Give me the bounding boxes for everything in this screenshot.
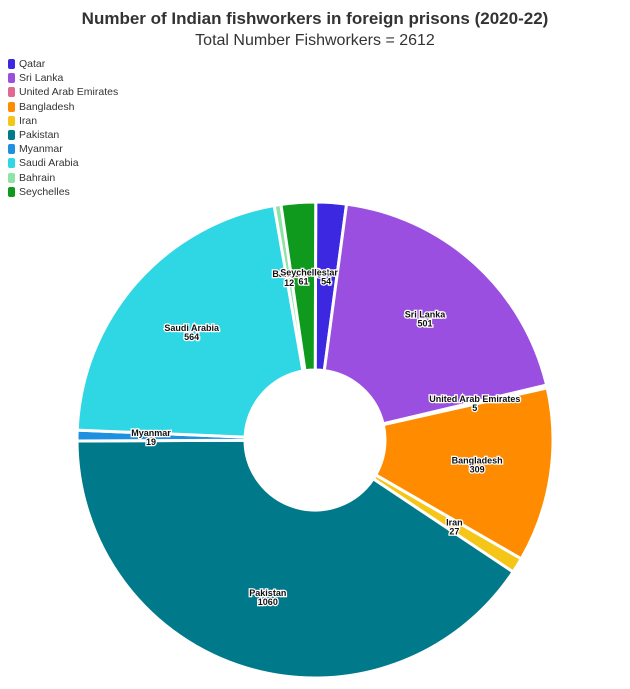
legend-swatch (8, 186, 15, 197)
slice-label: Seychelles (280, 267, 327, 277)
legend-item[interactable]: Myanmar (8, 142, 118, 156)
slice-label: Pakistan (249, 588, 286, 598)
slice-value: 1060 (258, 597, 278, 607)
legend-item[interactable]: Qatar (8, 57, 118, 71)
legend-item[interactable]: Bahrain (8, 171, 118, 185)
legend-swatch (8, 158, 15, 169)
slice-label: Sri Lanka (405, 309, 447, 319)
legend-label: Seychelles (19, 185, 70, 198)
slice-value: 12 (284, 278, 294, 288)
legend-label: Sri Lanka (19, 72, 64, 85)
legend-label: Myanmar (19, 143, 63, 156)
slice-label: Bangladesh (452, 456, 503, 466)
slice-label: Saudi Arabia (164, 323, 220, 333)
donut-slice-pakistan[interactable] (75, 438, 516, 680)
legend-swatch (8, 172, 15, 183)
legend-label: Qatar (19, 58, 46, 71)
legend-swatch (8, 87, 15, 98)
legend-swatch (8, 115, 15, 126)
legend-item[interactable]: Pakistan (8, 128, 118, 142)
legend-label: Pakistan (19, 129, 60, 142)
slice-value: 501 (418, 318, 433, 328)
legend-item[interactable]: Seychelles (8, 185, 118, 199)
legend-item[interactable]: Bangladesh (8, 100, 118, 114)
legend-label: Bahrain (19, 171, 56, 184)
legend-swatch (8, 73, 15, 84)
legend-item[interactable]: Iran (8, 114, 118, 128)
slice-value: 61 (298, 276, 308, 286)
legend-item[interactable]: Saudi Arabia (8, 156, 118, 170)
slice-label: Myanmar (131, 428, 171, 438)
slice-label: Bahrain (272, 269, 306, 279)
slice-value: 54 (321, 276, 331, 286)
slice-value: 19 (146, 437, 156, 447)
legend-swatch (8, 144, 15, 155)
chart-title: Number of Indian fishworkers in foreign … (81, 9, 549, 28)
donut-slice-seychelles[interactable] (279, 200, 318, 373)
donut-slice-sri-lanka[interactable] (322, 202, 549, 426)
slice-label: Iran (446, 517, 463, 527)
donut-slice-saudi-arabia[interactable] (75, 203, 305, 439)
legend-swatch (8, 130, 15, 141)
legend-item[interactable]: United Arab Emirates (8, 85, 118, 99)
legend-label: Iran (19, 114, 38, 127)
donut-slice-bangladesh[interactable] (373, 386, 555, 561)
chart-subtitle: Total Number Fishworkers = 2612 (195, 32, 435, 49)
slice-value: 564 (184, 332, 199, 342)
legend-label: Saudi Arabia (19, 157, 79, 170)
slice-label: Qatar (314, 267, 338, 277)
legend-swatch (8, 59, 15, 70)
slice-label: United Arab Emirates (429, 394, 520, 404)
legend-swatch (8, 101, 15, 112)
legend-label: United Arab Emirates (19, 86, 119, 99)
slice-value: 309 (470, 465, 485, 475)
slice-value: 5 (472, 403, 477, 413)
legend-item[interactable]: Sri Lanka (8, 71, 118, 85)
slice-value: 27 (449, 526, 459, 536)
legend-label: Bangladesh (19, 100, 75, 113)
legend: Qatar Sri Lanka United Arab Emirates Bangla… (8, 57, 118, 199)
